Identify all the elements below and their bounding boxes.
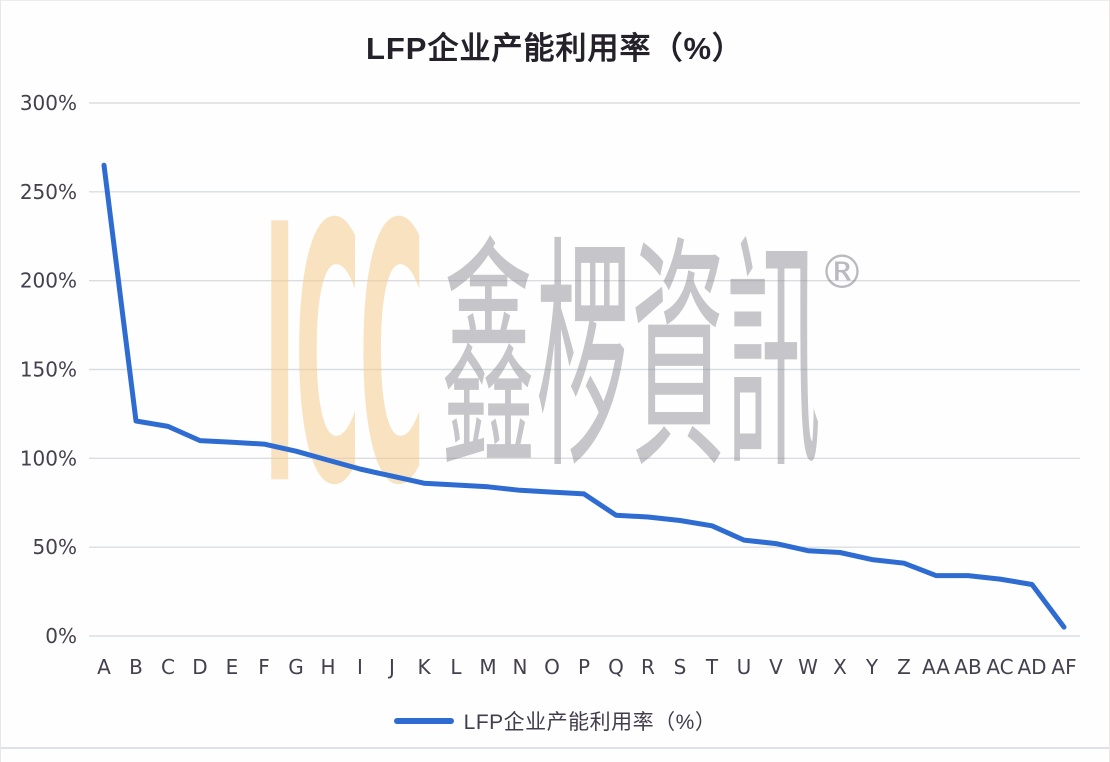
x-axis-tick-label: A xyxy=(97,655,111,679)
x-axis-tick-label: K xyxy=(417,655,431,679)
x-axis-tick-label: P xyxy=(578,655,590,679)
y-axis-tick-label: 250% xyxy=(20,180,77,204)
x-axis-tick-label: M xyxy=(479,655,496,679)
x-axis-tick-label: D xyxy=(192,655,207,679)
x-axis-tick-label: I xyxy=(357,655,363,679)
chart-title: LFP企业产能利用率（%） xyxy=(365,31,745,66)
x-axis-tick-label: G xyxy=(288,655,304,679)
x-axis-tick-label: V xyxy=(769,655,783,679)
x-axis-tick-label: AB xyxy=(954,655,981,679)
x-axis-tick-label: X xyxy=(833,655,847,679)
x-axis-tick-label: W xyxy=(798,655,818,679)
x-axis-tick-label: F xyxy=(258,655,270,679)
y-axis-tick-label: 100% xyxy=(20,446,77,470)
x-axis-tick-label: J xyxy=(387,655,395,679)
y-axis-tick-label: 300% xyxy=(20,91,77,115)
x-axis-tick-label: Z xyxy=(897,655,911,679)
x-axis-tick-label: H xyxy=(320,655,335,679)
x-axis-tick-label: O xyxy=(544,655,560,679)
x-axis-tick-label: B xyxy=(129,655,143,679)
legend-line xyxy=(393,718,454,724)
x-axis-tick-label: U xyxy=(737,655,752,679)
x-axis-tick-label: E xyxy=(226,655,239,679)
legend: LFP企业产能利用率（%） xyxy=(1,706,1109,736)
y-axis-tick-label: 200% xyxy=(20,269,77,293)
x-axis-tick-label: AD xyxy=(1017,655,1046,679)
x-axis-tick-label: AF xyxy=(1051,655,1076,679)
x-axis-tick-label: AC xyxy=(986,655,1013,679)
x-axis-tick-label: C xyxy=(161,655,175,679)
legend-label: LFP企业产能利用率（%） xyxy=(463,711,717,734)
y-axis-tick-label: 150% xyxy=(20,358,77,382)
x-axis-tick-label: Y xyxy=(865,655,879,679)
x-axis-tick-label: R xyxy=(641,655,655,679)
x-axis-tick-label: T xyxy=(705,655,719,679)
y-axis-tick-label: 50% xyxy=(33,535,77,559)
x-axis-tick-label: AA xyxy=(922,655,950,679)
bottom-divider xyxy=(1,747,1109,749)
x-axis-tick-label: Q xyxy=(608,655,624,679)
x-axis-tick-label: N xyxy=(513,655,528,679)
x-axis-tick-label: L xyxy=(450,655,462,679)
x-axis-tick-label: S xyxy=(674,655,687,679)
capacity-utilization-line xyxy=(101,162,1067,630)
y-axis-tick-label: 0% xyxy=(45,624,77,648)
